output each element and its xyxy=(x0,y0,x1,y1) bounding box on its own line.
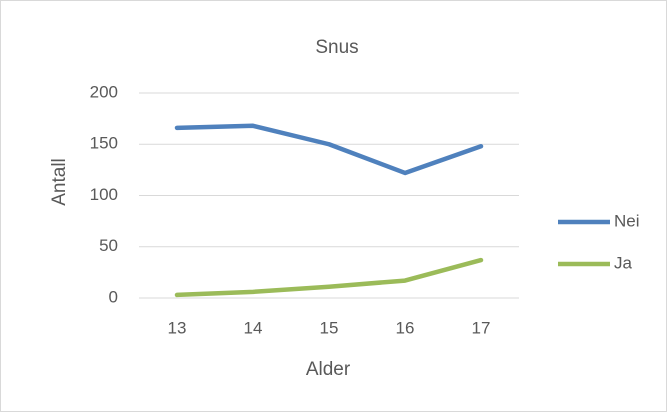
y-axis-label: Antall xyxy=(49,158,70,206)
y-tick-label: 0 xyxy=(109,287,118,306)
x-tick-label: 14 xyxy=(244,318,263,337)
y-tick-label: 100 xyxy=(90,185,118,204)
y-tick-label: 150 xyxy=(90,134,118,153)
series-line xyxy=(174,123,484,176)
x-axis-label: Alder xyxy=(306,359,351,380)
x-tick-label: 13 xyxy=(168,318,187,337)
series-line xyxy=(174,257,484,298)
x-tick-label: 16 xyxy=(396,318,415,337)
x-tick-label: 15 xyxy=(320,318,339,337)
legend-label: Ja xyxy=(614,253,633,272)
x-tick-label: 17 xyxy=(472,318,491,337)
y-tick-label: 200 xyxy=(90,82,118,101)
y-tick-label: 50 xyxy=(99,236,118,255)
chart-title: Snus xyxy=(315,37,358,58)
legend-label: Nei xyxy=(614,211,640,230)
